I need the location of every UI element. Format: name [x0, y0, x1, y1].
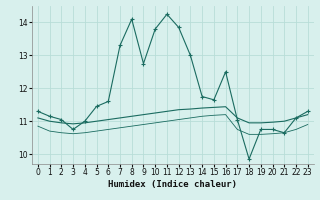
X-axis label: Humidex (Indice chaleur): Humidex (Indice chaleur): [108, 180, 237, 189]
